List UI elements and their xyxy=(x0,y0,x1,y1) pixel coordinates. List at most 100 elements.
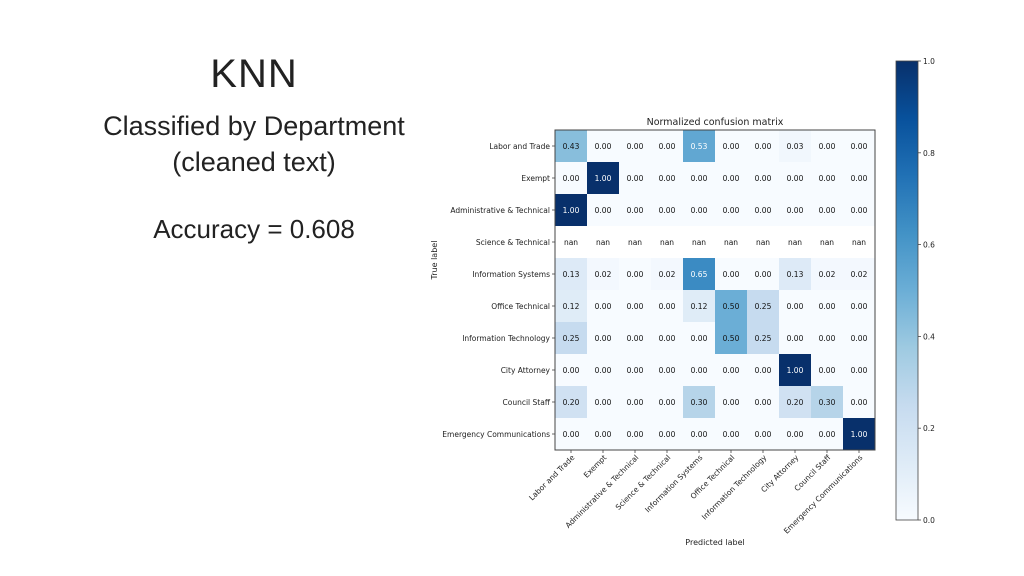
subtitle-line-1: Classified by Department xyxy=(103,111,405,141)
matrix-cell xyxy=(555,386,587,418)
colorbar-tick-label: 1.0 xyxy=(923,57,935,66)
matrix-cell xyxy=(779,418,811,450)
matrix-cell xyxy=(811,194,843,226)
chart-title: Normalized confusion matrix xyxy=(647,117,784,128)
matrix-cell xyxy=(555,418,587,450)
matrix-cell xyxy=(715,354,747,386)
cell-value-label: 0.00 xyxy=(595,430,612,439)
matrix-cell xyxy=(651,290,683,322)
matrix-cell xyxy=(683,386,715,418)
matrix-cell xyxy=(587,226,619,258)
matrix-cell xyxy=(715,290,747,322)
cell-value-label: nan xyxy=(596,238,610,247)
cell-value-label: 0.00 xyxy=(595,206,612,215)
y-tick-label: Emergency Communications xyxy=(442,430,550,439)
matrix-cell xyxy=(683,130,715,162)
matrix-cell xyxy=(715,194,747,226)
cell-value-label: 1.00 xyxy=(787,366,804,375)
matrix-cell xyxy=(555,258,587,290)
cell-value-label: 0.00 xyxy=(755,398,772,407)
y-axis-label: True label xyxy=(430,241,439,281)
cell-value-label: 0.00 xyxy=(787,334,804,343)
cell-value-label: 0.00 xyxy=(723,206,740,215)
cell-value-label: 0.00 xyxy=(755,430,772,439)
colorbar xyxy=(895,60,919,521)
matrix-cell xyxy=(747,354,779,386)
cell-value-label: 0.00 xyxy=(595,142,612,151)
matrix-cell xyxy=(779,354,811,386)
cell-value-label: 0.00 xyxy=(787,302,804,311)
cell-value-label: 0.00 xyxy=(787,430,804,439)
cell-value-label: 0.30 xyxy=(819,398,836,407)
matrix-cell xyxy=(779,194,811,226)
matrix-cell xyxy=(587,130,619,162)
matrix-cell xyxy=(843,418,875,450)
matrix-cell xyxy=(779,162,811,194)
x-tick-label: Exempt xyxy=(582,453,609,480)
plot-frame xyxy=(554,129,876,451)
cell-value-label: 0.00 xyxy=(851,398,868,407)
cell-value-label: 0.25 xyxy=(563,334,580,343)
y-tick-label: Science & Technical xyxy=(476,238,550,247)
cell-value-label: 0.00 xyxy=(851,302,868,311)
cell-value-label: 0.12 xyxy=(691,302,708,311)
cell-value-label: 0.03 xyxy=(787,142,804,151)
cell-value-label: 0.30 xyxy=(691,398,708,407)
cell-value-label: nan xyxy=(692,238,706,247)
matrix-cell xyxy=(651,162,683,194)
matrix-cell xyxy=(619,322,651,354)
cell-value-label: 0.00 xyxy=(819,334,836,343)
cell-value-label: 0.00 xyxy=(691,366,708,375)
cell-value-label: 0.00 xyxy=(723,174,740,183)
matrix-cell xyxy=(843,258,875,290)
matrix-cell xyxy=(811,162,843,194)
matrix-cell xyxy=(555,226,587,258)
cell-value-label: 0.00 xyxy=(659,302,676,311)
cell-value-label: 0.00 xyxy=(787,206,804,215)
cell-value-label: 0.00 xyxy=(755,174,772,183)
matrix-cell xyxy=(651,258,683,290)
cell-value-label: 0.43 xyxy=(563,142,580,151)
matrix-cell xyxy=(715,162,747,194)
cell-value-label: nan xyxy=(628,238,642,247)
matrix-cell xyxy=(811,130,843,162)
cell-value-label: 0.00 xyxy=(595,366,612,375)
cell-value-label: 0.00 xyxy=(755,366,772,375)
matrix-cell xyxy=(587,258,619,290)
cell-value-label: 0.00 xyxy=(819,206,836,215)
matrix-cell xyxy=(587,290,619,322)
matrix-cell xyxy=(811,386,843,418)
matrix-cell xyxy=(587,418,619,450)
cell-value-label: 0.02 xyxy=(659,270,676,279)
matrix-cell xyxy=(683,194,715,226)
y-tick-label: Administrative & Technical xyxy=(450,206,550,215)
matrix-cell xyxy=(587,162,619,194)
matrix-cell xyxy=(683,258,715,290)
cell-value-label: 0.00 xyxy=(659,430,676,439)
x-tick-label: Labor and Trade xyxy=(527,453,577,503)
cell-value-label: 0.20 xyxy=(563,398,580,407)
cell-value-label: 0.00 xyxy=(659,366,676,375)
cell-value-label: 0.00 xyxy=(691,430,708,439)
cell-value-label: 0.20 xyxy=(787,398,804,407)
matrix-cell xyxy=(555,194,587,226)
x-axis-label: Predicted label xyxy=(685,538,744,547)
matrix-cell xyxy=(811,226,843,258)
cell-value-label: 0.00 xyxy=(627,398,644,407)
matrix-cell xyxy=(715,418,747,450)
cell-value-label: 0.25 xyxy=(755,334,772,343)
cell-value-label: 0.00 xyxy=(659,398,676,407)
cell-value-label: nan xyxy=(724,238,738,247)
cell-value-label: 0.02 xyxy=(595,270,612,279)
cell-value-label: 0.02 xyxy=(819,270,836,279)
matrix-cell xyxy=(587,322,619,354)
cell-value-label: 0.13 xyxy=(563,270,580,279)
cell-value-label: 0.00 xyxy=(851,366,868,375)
matrix-cell xyxy=(651,418,683,450)
colorbar-tick-label: 0.6 xyxy=(923,241,935,250)
matrix-cell xyxy=(811,290,843,322)
cell-value-label: 0.00 xyxy=(627,142,644,151)
cell-value-label: 0.00 xyxy=(691,174,708,183)
x-tick-label: Information Technology xyxy=(700,453,769,522)
